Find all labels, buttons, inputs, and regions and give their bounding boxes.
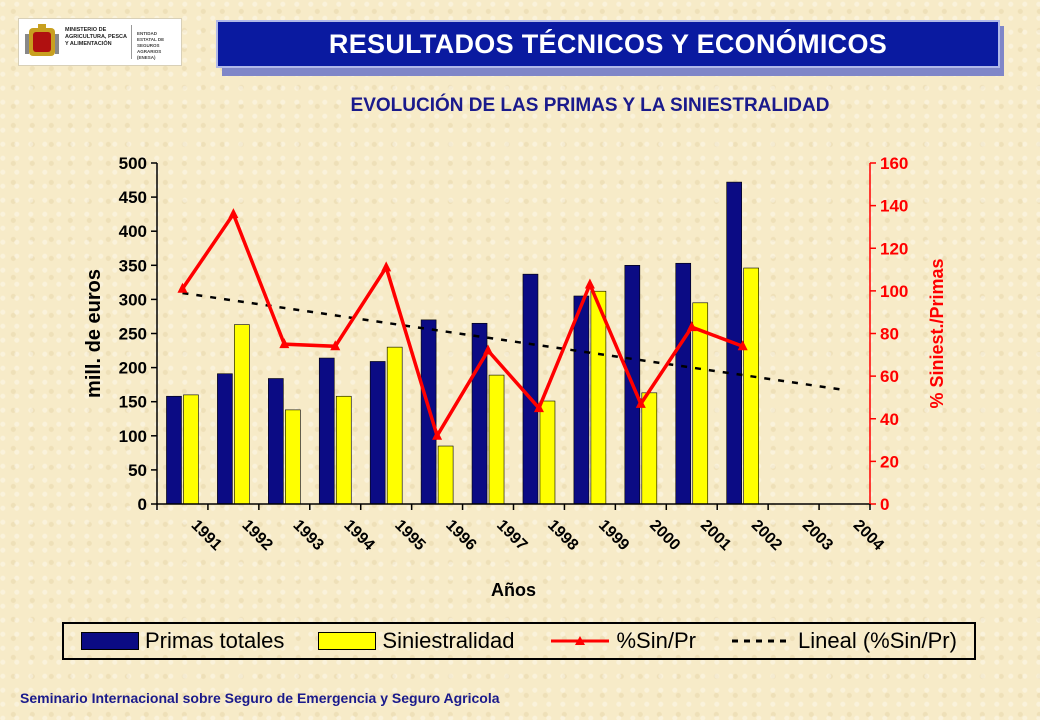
y2-tick-label-140: 140 [880, 197, 908, 216]
bar-siniestralidad-1993 [285, 409, 301, 505]
y-tick-label-500: 500 [119, 154, 147, 173]
legend-label-ratio: %Sin/Pr [616, 628, 696, 653]
y-tick-label-400: 400 [119, 222, 147, 241]
y2-tick-label-160: 160 [880, 154, 908, 173]
legend-label-primas: Primas totales [145, 628, 285, 653]
legend-item-siniestralidad: Siniestralidad [318, 628, 514, 654]
y-tick-label-100: 100 [119, 427, 147, 446]
point-sin-pr-1996 [432, 429, 443, 440]
bar-siniestralidad-1992 [234, 324, 250, 505]
enesa-name: ENTIDAD ESTATAL DE SEGUROS AGRARIOS (ENE… [137, 31, 165, 60]
page-title: RESULTADOS TÉCNICOS Y ECONÓMICOS [216, 20, 1000, 68]
legend-item-primas: Primas totales [81, 628, 284, 654]
y-tick-label-300: 300 [119, 290, 147, 309]
bar-siniestralidad-2002 [743, 267, 759, 505]
y-tick-label-450: 450 [119, 188, 147, 207]
y-tick-label-150: 150 [119, 393, 147, 412]
bar-siniestralidad-1999 [590, 290, 607, 505]
y2-axis-title: % Siniest./Primas [927, 258, 947, 408]
legend-swatch-trend [732, 639, 790, 643]
logo-divider [131, 25, 132, 59]
x-tick-label-1993: 1993 [289, 517, 326, 554]
bar-siniestralidad-1994 [335, 395, 352, 505]
legend-item-trend: Lineal (%Sin/Pr) [730, 628, 957, 654]
bar-primas-1994 [318, 357, 335, 505]
point-sin-pr-1991 [177, 282, 188, 293]
point-sin-pr-1999 [584, 278, 595, 289]
y2-tick-label-60: 60 [880, 367, 899, 386]
y-tick-label-50: 50 [128, 461, 147, 480]
point-sin-pr-1998 [533, 402, 544, 413]
bar-siniestralidad-1996 [437, 445, 454, 505]
x-tick-label-2000: 2000 [646, 517, 683, 554]
y-tick-label-350: 350 [119, 256, 147, 275]
y2-tick-label-120: 120 [880, 239, 908, 258]
y2-tick-label-0: 0 [880, 495, 889, 514]
x-tick-label-2002: 2002 [748, 517, 785, 554]
y2-tick-label-40: 40 [880, 410, 899, 429]
bar-siniestralidad-1995 [386, 346, 403, 505]
legend-item-ratio: %Sin/Pr [549, 628, 696, 654]
x-axis-title: Años [491, 580, 536, 600]
x-tick-label-1992: 1992 [239, 517, 276, 554]
x-tick-label-1997: 1997 [493, 517, 530, 554]
bar-primas-1995 [369, 361, 386, 505]
point-sin-pr-2002 [737, 340, 748, 351]
legend-label-trend: Lineal (%Sin/Pr) [798, 628, 957, 653]
x-tick-label-1999: 1999 [595, 517, 632, 554]
bar-primas-1997 [471, 322, 488, 505]
x-tick-label-2003: 2003 [799, 517, 836, 554]
y-tick-label-200: 200 [119, 359, 147, 378]
x-tick-label-1995: 1995 [391, 517, 428, 554]
y2-tick-label-20: 20 [880, 452, 899, 471]
chart-legend: Primas totales Siniestralidad %Sin/Pr Li… [62, 622, 976, 660]
y2-tick-label-100: 100 [880, 282, 908, 301]
bar-primas-1998 [522, 273, 539, 505]
bar-primas-1999 [573, 295, 590, 505]
x-tick-label-1998: 1998 [544, 517, 581, 554]
legend-swatch-ratio [550, 636, 609, 645]
ministry-name: MINISTERIO DE AGRICULTURA, PESCA Y ALIME… [65, 27, 127, 47]
bar-siniestralidad-1998 [539, 400, 556, 505]
footer-text: Seminario Internacional sobre Seguro de … [20, 690, 500, 706]
bar-primas-1992 [217, 373, 233, 505]
bar-siniestralidad-2000 [641, 392, 658, 505]
x-tick-label-2001: 2001 [697, 517, 734, 554]
x-tick-label-2004: 2004 [850, 517, 887, 554]
y-tick-label-250: 250 [119, 325, 147, 344]
x-tick-label-1994: 1994 [340, 517, 377, 554]
y-axis-title: mill. de euros [83, 269, 105, 398]
bar-primas-1991 [166, 395, 182, 505]
point-sin-pr-1992 [228, 208, 239, 219]
bar-siniestralidad-1997 [488, 374, 505, 505]
point-sin-pr-1994 [330, 340, 341, 351]
coat-of-arms-icon [25, 24, 59, 56]
bar-primas-1993 [268, 378, 284, 505]
y-tick-label-0: 0 [138, 495, 147, 514]
point-sin-pr-2000 [635, 397, 646, 408]
point-sin-pr-1997 [483, 344, 494, 355]
x-tick-label-1996: 1996 [442, 517, 479, 554]
point-sin-pr-2001 [686, 321, 697, 332]
line-sin-pr [181, 210, 744, 441]
chart-subtitle: EVOLUCIÓN DE LAS PRIMAS Y LA SINIESTRALI… [350, 95, 830, 116]
x-tick-label-1991: 1991 [188, 517, 225, 554]
point-sin-pr-1995 [381, 261, 392, 272]
ministry-logo: MINISTERIO DE AGRICULTURA, PESCA Y ALIME… [18, 18, 182, 66]
legend-swatch-siniestralidad [318, 632, 377, 650]
bar-siniestralidad-1991 [183, 394, 199, 505]
legend-swatch-primas [81, 632, 139, 650]
bar-primas-2001 [675, 262, 692, 505]
point-sin-pr-1993 [279, 338, 290, 349]
y2-tick-label-80: 80 [880, 325, 899, 344]
legend-label-siniestralidad: Siniestralidad [382, 628, 515, 653]
